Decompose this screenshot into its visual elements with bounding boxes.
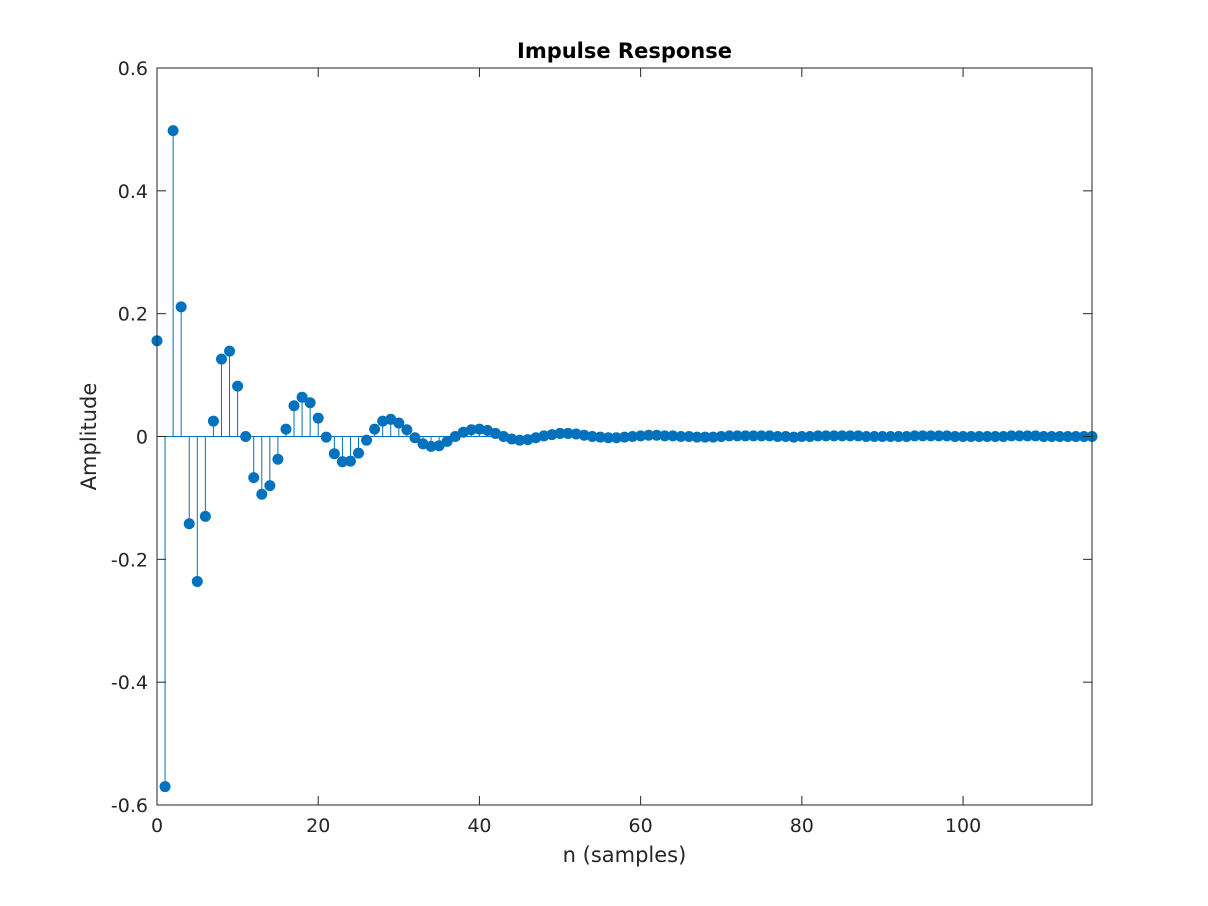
stem-marker bbox=[441, 435, 453, 447]
y-tick-label: -0.2 bbox=[111, 549, 148, 571]
x-tick-label: 40 bbox=[467, 815, 491, 837]
stem-marker bbox=[353, 447, 365, 459]
stem-marker bbox=[167, 125, 179, 137]
stem-marker bbox=[393, 417, 405, 429]
y-tick-label: 0.6 bbox=[118, 58, 148, 80]
axis-ticks: 0 20 40 60 80 100 -0.6 -0.4 -0.2 0 0.2 0.4 0.6 bbox=[111, 58, 1092, 837]
stem-marker bbox=[199, 510, 211, 522]
stem-marker bbox=[272, 453, 284, 465]
x-tick-label: 0 bbox=[151, 815, 163, 837]
stem-marker bbox=[264, 480, 276, 492]
x-tick-label: 80 bbox=[790, 815, 814, 837]
stem-marker bbox=[401, 424, 413, 436]
stem-marker bbox=[240, 431, 252, 442]
stem-marker bbox=[304, 397, 316, 409]
chart-title: Impulse Response bbox=[517, 39, 732, 63]
stem-marker bbox=[344, 455, 356, 467]
stem-marker bbox=[256, 488, 268, 500]
stem-series bbox=[151, 125, 1098, 793]
stem-marker bbox=[280, 423, 292, 435]
x-tick-label: 100 bbox=[945, 815, 981, 837]
stem-marker bbox=[312, 412, 324, 424]
stem-marker bbox=[183, 518, 195, 530]
y-tick-label: -0.6 bbox=[111, 795, 148, 817]
stem-marker bbox=[409, 432, 421, 444]
stem-marker bbox=[288, 400, 300, 412]
x-axis-label: n (samples) bbox=[563, 843, 687, 867]
stem-marker bbox=[248, 472, 260, 484]
stem-marker bbox=[328, 448, 340, 460]
x-tick-label: 60 bbox=[629, 815, 653, 837]
stem-marker bbox=[191, 575, 203, 587]
y-tick-label: 0.4 bbox=[118, 181, 148, 203]
y-tick-label: 0 bbox=[136, 427, 148, 449]
y-tick-label: 0.2 bbox=[118, 304, 148, 326]
stem-marker bbox=[320, 431, 332, 443]
stem-marker bbox=[232, 380, 244, 392]
x-tick-label: 20 bbox=[306, 815, 330, 837]
stem-marker bbox=[175, 301, 187, 313]
stem-marker bbox=[296, 391, 308, 403]
stem-marker bbox=[224, 345, 236, 357]
stem-marker bbox=[215, 353, 227, 365]
stem-marker bbox=[369, 423, 381, 435]
stem-marker bbox=[361, 434, 373, 446]
stem-marker bbox=[207, 415, 219, 427]
stem-marker bbox=[159, 781, 171, 793]
y-tick-label: -0.4 bbox=[111, 672, 148, 694]
y-axis-label: Amplitude bbox=[77, 383, 101, 491]
